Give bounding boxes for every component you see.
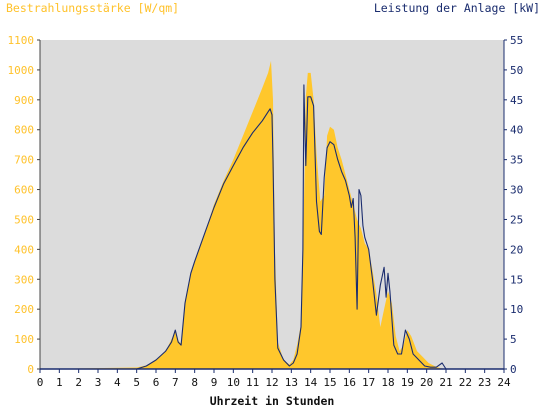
right-tick-label: 0 bbox=[510, 363, 517, 376]
right-tick-label: 50 bbox=[510, 64, 523, 77]
left-tick-label: 400 bbox=[14, 243, 34, 256]
x-tick-label: 4 bbox=[114, 376, 121, 389]
x-tick-label: 24 bbox=[497, 376, 511, 389]
x-tick-label: 23 bbox=[478, 376, 491, 389]
left-tick-label: 100 bbox=[14, 333, 34, 346]
x-tick-label: 6 bbox=[153, 376, 160, 389]
x-tick-label: 11 bbox=[246, 376, 259, 389]
right-tick-label: 45 bbox=[510, 94, 523, 107]
x-tick-label: 5 bbox=[133, 376, 140, 389]
x-tick-label: 8 bbox=[191, 376, 198, 389]
left-tick-label: 800 bbox=[14, 124, 34, 137]
x-tick-label: 14 bbox=[304, 376, 318, 389]
x-tick-label: 1 bbox=[56, 376, 63, 389]
right-tick-label: 40 bbox=[510, 124, 523, 137]
x-tick-label: 19 bbox=[401, 376, 414, 389]
right-tick-label: 15 bbox=[510, 273, 523, 286]
right-tick-label: 20 bbox=[510, 243, 523, 256]
left-tick-label: 300 bbox=[14, 273, 34, 286]
x-tick-label: 10 bbox=[227, 376, 240, 389]
x-tick-label: 12 bbox=[265, 376, 278, 389]
x-tick-label: 7 bbox=[172, 376, 179, 389]
right-axis-title: Leistung der Anlage [kW] bbox=[373, 1, 540, 15]
left-tick-label: 200 bbox=[14, 303, 34, 316]
x-tick-label: 0 bbox=[37, 376, 44, 389]
right-tick-label: 30 bbox=[510, 184, 523, 197]
right-tick-label: 55 bbox=[510, 34, 523, 47]
left-tick-label: 500 bbox=[14, 213, 34, 226]
left-axis-title: Bestrahlungsstärke [W/qm] bbox=[6, 1, 180, 15]
right-tick-label: 25 bbox=[510, 213, 523, 226]
left-tick-label: 600 bbox=[14, 184, 34, 197]
x-tick-label: 17 bbox=[362, 376, 375, 389]
x-tick-label: 20 bbox=[420, 376, 433, 389]
left-tick-label: 700 bbox=[14, 154, 34, 167]
x-tick-label: 13 bbox=[285, 376, 298, 389]
left-tick-label: 1100 bbox=[8, 34, 35, 47]
x-tick-label: 22 bbox=[459, 376, 472, 389]
x-tick-label: 18 bbox=[381, 376, 394, 389]
left-tick-label: 900 bbox=[14, 94, 34, 107]
x-tick-label: 21 bbox=[439, 376, 452, 389]
x-tick-label: 2 bbox=[75, 376, 82, 389]
x-axis-title: Uhrzeit in Stunden bbox=[209, 394, 335, 408]
right-tick-label: 10 bbox=[510, 303, 523, 316]
power-line bbox=[40, 84, 504, 370]
x-tick-label: 3 bbox=[95, 376, 102, 389]
x-tick-label: 15 bbox=[323, 376, 336, 389]
irradiance-area bbox=[40, 60, 504, 370]
x-tick-label: 9 bbox=[211, 376, 218, 389]
axis-ticks: 0100200300400500600700800900100011000510… bbox=[8, 34, 524, 389]
x-tick-label: 16 bbox=[343, 376, 356, 389]
left-tick-label: 1000 bbox=[8, 64, 35, 77]
right-tick-label: 5 bbox=[510, 333, 517, 346]
left-tick-label: 0 bbox=[27, 363, 34, 376]
irradiance-power-chart: 0100200300400500600700800900100011000510… bbox=[8, 34, 524, 389]
right-tick-label: 35 bbox=[510, 154, 523, 167]
